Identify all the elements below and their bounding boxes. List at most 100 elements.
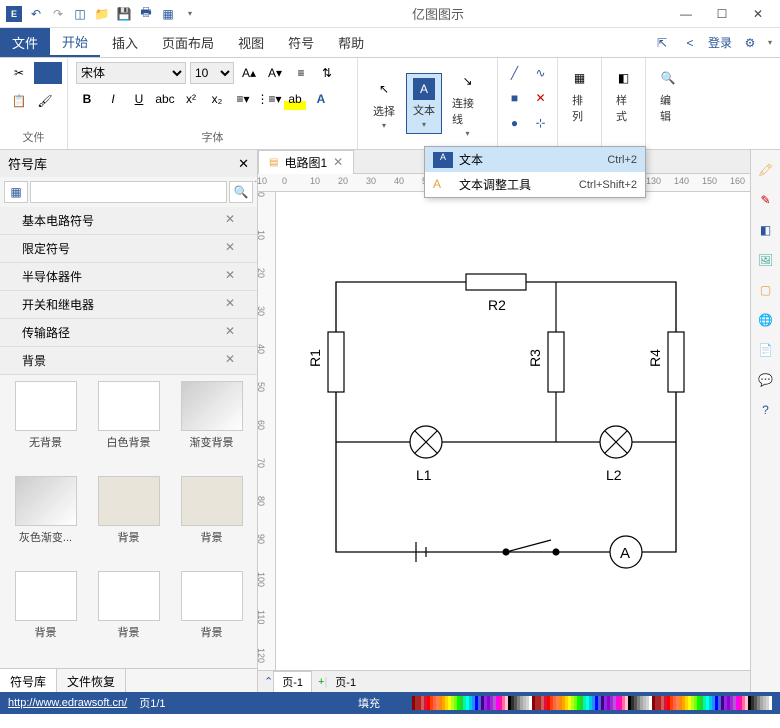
canvas[interactable]: R1 R2 R3 R4 L1 L2 A xyxy=(276,192,750,670)
circuit-diagram[interactable]: R1 R2 R3 R4 L1 L2 A xyxy=(306,262,706,602)
rt-help-icon[interactable]: ? xyxy=(756,400,776,420)
thumbnail-item[interactable]: 白色背景 xyxy=(89,381,168,472)
login-link[interactable]: 登录 xyxy=(708,34,732,51)
menu-help[interactable]: 帮助 xyxy=(326,28,376,57)
share-icon[interactable]: ⇱ xyxy=(652,33,672,53)
rt-highlighter-icon[interactable]: 🖍 xyxy=(756,160,776,180)
style-button[interactable]: ◧ 样式 xyxy=(610,62,637,128)
curve-icon[interactable]: ∿ xyxy=(530,62,552,84)
rt-globe-icon[interactable]: 🌐 xyxy=(756,310,776,330)
text-dropdown-menu: A 文本 Ctrl+2 A 文本调整工具 Ctrl+Shift+2 xyxy=(424,146,646,198)
category-item[interactable]: 传输路径✕ xyxy=(0,319,257,347)
open-icon[interactable]: 📁 xyxy=(94,6,110,22)
decrease-font-icon[interactable]: A▾ xyxy=(264,62,286,84)
category-item[interactable]: 开关和继电器✕ xyxy=(0,291,257,319)
cut-icon[interactable]: ✂ xyxy=(8,62,30,84)
thumbnail-item[interactable]: 背景 xyxy=(6,571,85,662)
numbering-icon[interactable]: ⋮≡▾ xyxy=(258,88,280,110)
increase-font-icon[interactable]: A▴ xyxy=(238,62,260,84)
align-icon[interactable]: ≡ xyxy=(290,62,312,84)
sidebar: 符号库 ✕ ▦ 🔍 基本电路符号✕限定符号✕半导体器件✕开关和继电器✕传输路径✕… xyxy=(0,150,258,692)
thumbnail-item[interactable]: 灰色渐变... xyxy=(6,476,85,567)
sidebar-close-icon[interactable]: ✕ xyxy=(238,156,249,172)
app-icon[interactable]: E xyxy=(6,6,22,22)
label-r3: R3 xyxy=(527,349,543,367)
arrange-button[interactable]: ▦ 排列 xyxy=(566,62,593,128)
search-input[interactable] xyxy=(30,181,227,203)
rt-comment-icon[interactable]: 💬 xyxy=(756,370,776,390)
line-icon[interactable]: ╱ xyxy=(504,62,526,84)
connector-tool[interactable]: ↘ 连接线 ▾ xyxy=(446,65,489,142)
menu-file[interactable]: 文件 xyxy=(0,28,50,57)
bullets-icon[interactable]: ≡▾ xyxy=(232,88,254,110)
menu-insert[interactable]: 插入 xyxy=(100,28,150,57)
ellipse-icon[interactable]: ● xyxy=(504,112,526,134)
thumbnail-item[interactable]: 背景 xyxy=(89,476,168,567)
minimize-button[interactable]: — xyxy=(672,4,700,24)
save-icon[interactable]: 💾 xyxy=(116,6,132,22)
menu-view[interactable]: 视图 xyxy=(226,28,276,57)
rt-pen-icon[interactable]: ✎ xyxy=(756,190,776,210)
edit-button[interactable]: 🔍 编辑 xyxy=(654,62,682,128)
category-item[interactable]: 半导体器件✕ xyxy=(0,263,257,291)
category-item[interactable]: 背景✕ xyxy=(0,347,257,375)
italic-icon[interactable]: I xyxy=(102,88,124,110)
strike-icon[interactable]: abc xyxy=(154,88,176,110)
share2-icon[interactable]: < xyxy=(680,33,700,53)
rect-icon[interactable]: ■ xyxy=(504,87,526,109)
doc-tab[interactable]: ▤ 电路图1 ✕ xyxy=(258,150,354,174)
dropdown-text[interactable]: A 文本 Ctrl+2 xyxy=(425,147,645,172)
library-picker-icon[interactable]: ▦ xyxy=(4,181,28,203)
close-button[interactable]: ✕ xyxy=(744,4,772,24)
shape-del-icon[interactable]: ✕ xyxy=(530,87,552,109)
underline-icon[interactable]: U xyxy=(128,88,150,110)
copy-icon[interactable] xyxy=(34,62,62,84)
font-name-select[interactable]: 宋体 xyxy=(76,62,186,84)
page-tab-1[interactable]: 页-1 xyxy=(273,671,312,692)
print-icon[interactable]: 🖶 xyxy=(138,6,154,22)
rt-image-icon[interactable]: 🖼 xyxy=(756,250,776,270)
paste-icon[interactable]: 📋 xyxy=(8,90,30,112)
font-color-icon[interactable]: A xyxy=(310,88,332,110)
export-icon[interactable]: ▦ xyxy=(160,6,176,22)
tab-symbol-library[interactable]: 符号库 xyxy=(0,669,57,692)
qat-more-icon[interactable]: ▾ xyxy=(182,6,198,22)
rt-fill-icon[interactable]: ◧ xyxy=(756,220,776,240)
thumbnail-item[interactable]: 背景 xyxy=(89,571,168,662)
subscript-icon[interactable]: x₂ xyxy=(206,88,228,110)
menu-symbol[interactable]: 符号 xyxy=(276,28,326,57)
bold-icon[interactable]: B xyxy=(76,88,98,110)
color-strip[interactable] xyxy=(412,696,772,710)
redo-icon[interactable]: ↷ xyxy=(50,6,66,22)
highlight-icon[interactable]: ab xyxy=(284,88,306,110)
format-painter-icon[interactable]: 🖌 xyxy=(34,90,56,112)
doc-tab-close-icon[interactable]: ✕ xyxy=(333,155,343,169)
rt-layer-icon[interactable]: ▢ xyxy=(756,280,776,300)
settings-icon[interactable]: ⚙ xyxy=(740,33,760,53)
font-size-select[interactable]: 10 xyxy=(190,62,234,84)
superscript-icon[interactable]: x² xyxy=(180,88,202,110)
menu-layout[interactable]: 页面布局 xyxy=(150,28,226,57)
search-icon[interactable]: 🔍 xyxy=(229,181,253,203)
select-tool[interactable]: ↖ 选择 ▾ xyxy=(366,73,402,134)
tab-file-recovery[interactable]: 文件恢复 xyxy=(57,669,126,692)
maximize-button[interactable]: ☐ xyxy=(708,4,736,24)
crop-icon[interactable]: ⊹ xyxy=(530,112,552,134)
thumbnail-item[interactable]: 无背景 xyxy=(6,381,85,472)
category-item[interactable]: 限定符号✕ xyxy=(0,235,257,263)
dropdown-text-tool[interactable]: A 文本调整工具 Ctrl+Shift+2 xyxy=(425,172,645,197)
category-item[interactable]: 基本电路符号✕ xyxy=(0,207,257,235)
rt-doc-icon[interactable]: 📄 xyxy=(756,340,776,360)
thumbnail-item[interactable]: 背景 xyxy=(172,476,251,567)
thumbnail-item[interactable]: 背景 xyxy=(172,571,251,662)
page-tab-2[interactable]: 页-1 xyxy=(327,672,364,692)
undo-icon[interactable]: ↶ xyxy=(28,6,44,22)
page-prev-icon[interactable]: ⌃ xyxy=(264,675,273,688)
collapse-ribbon-icon[interactable]: ▾ xyxy=(768,38,772,47)
menu-start[interactable]: 开始 xyxy=(50,28,100,57)
text-tool[interactable]: A 文本 ▾ xyxy=(406,73,442,134)
line-spacing-icon[interactable]: ⇅ xyxy=(316,62,338,84)
new-icon[interactable]: ◫ xyxy=(72,6,88,22)
status-url[interactable]: http://www.edrawsoft.cn/ xyxy=(8,697,127,709)
thumbnail-item[interactable]: 渐变背景 xyxy=(172,381,251,472)
